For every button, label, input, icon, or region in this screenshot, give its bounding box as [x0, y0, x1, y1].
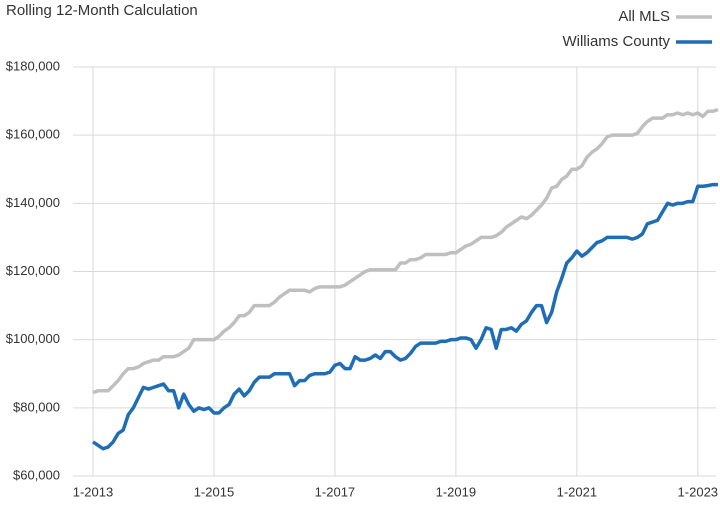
legend-label: Williams County: [562, 33, 670, 50]
line-series: [92, 107, 719, 395]
x-tick-label: 1-2017: [315, 484, 355, 499]
y-tick-label: $140,000: [6, 195, 60, 210]
y-tick-label: $120,000: [6, 263, 60, 278]
x-tick-label: 1-2015: [194, 484, 234, 499]
chart-title: Rolling 12-Month Calculation: [6, 2, 198, 19]
y-tick-label: $60,000: [13, 467, 60, 482]
legend-label: All MLS: [618, 8, 670, 25]
y-tick-label: $180,000: [6, 58, 60, 73]
x-tick-label: 1-2013: [73, 484, 113, 499]
line-series: [92, 182, 718, 451]
y-tick-label: $160,000: [6, 127, 60, 142]
y-tick-label: $80,000: [13, 399, 60, 414]
y-tick-label: $100,000: [6, 331, 60, 346]
x-tick-label: 1-2019: [436, 484, 476, 499]
x-tick-label: 1-2021: [557, 484, 597, 499]
x-tick-label: 1-2023: [678, 484, 718, 499]
